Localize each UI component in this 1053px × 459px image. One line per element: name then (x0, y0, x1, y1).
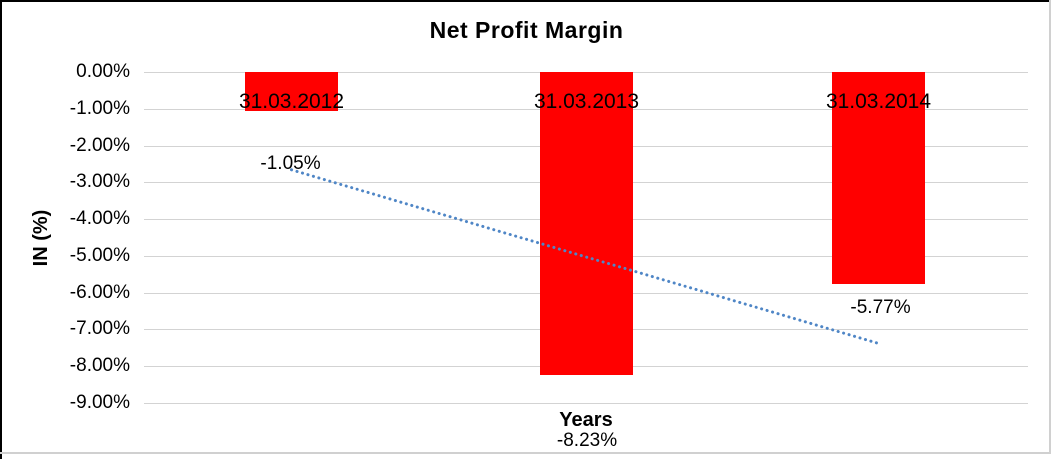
gridline (144, 403, 1028, 405)
data-label: -1.05% (260, 153, 321, 174)
y-tick-label: -4.00% (69, 208, 130, 230)
trendline-line (290, 168, 880, 345)
y-tick-label: -5.00% (69, 244, 130, 266)
bar-31.03.2013 (540, 72, 633, 375)
border-top (0, 0, 1050, 2)
border-left (0, 0, 2, 459)
data-label: -8.23% (556, 430, 618, 451)
y-tick-label: 0.00% (76, 61, 130, 82)
category-label: 31.03.2013 (533, 90, 640, 113)
y-axis-title: IN (%) (30, 209, 52, 267)
x-axis-title: Years (559, 409, 613, 431)
category-label: 31.03.2014 (825, 90, 932, 113)
chart-border-right (1049, 0, 1051, 453)
trendline (290, 168, 880, 345)
bar-31.03.2014 (832, 72, 925, 284)
bar-31.03.2012 (245, 72, 338, 111)
y-tick-label: -6.00% (69, 281, 130, 303)
y-tick-label: -8.00% (69, 355, 130, 377)
y-tick-label: -9.00% (69, 392, 130, 414)
data-label: -5.77% (850, 297, 911, 318)
y-tick-label: -2.00% (69, 134, 130, 156)
y-tick-label: -7.00% (69, 318, 130, 340)
y-tick-label: -3.00% (69, 171, 130, 193)
category-label: 31.03.2012 (238, 90, 345, 113)
y-tick-label: -1.00% (69, 97, 130, 119)
chart-border-bottom (0, 452, 1051, 454)
chart-title: Net Profit Margin (429, 17, 624, 43)
